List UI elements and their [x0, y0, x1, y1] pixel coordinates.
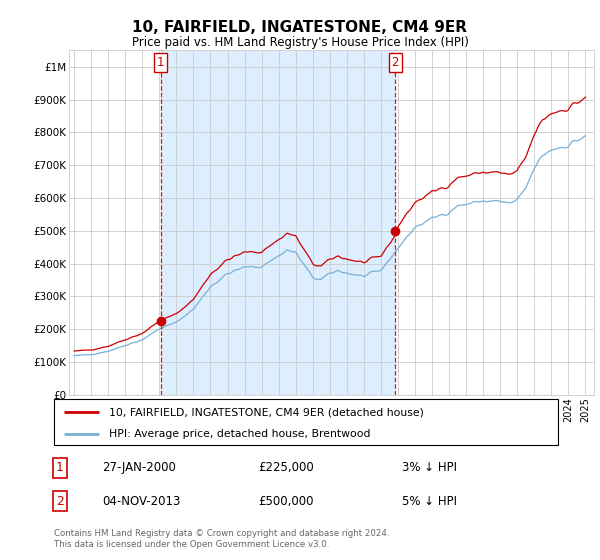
Text: 10, FAIRFIELD, INGATESTONE, CM4 9ER (detached house): 10, FAIRFIELD, INGATESTONE, CM4 9ER (det…: [109, 407, 424, 417]
Bar: [161, 50, 395, 395]
Text: 10, FAIRFIELD, INGATESTONE, CM4 9ER: 10, FAIRFIELD, INGATESTONE, CM4 9ER: [133, 20, 467, 35]
Text: 04-NOV-2013: 04-NOV-2013: [102, 494, 181, 508]
FancyBboxPatch shape: [54, 399, 558, 445]
Text: £225,000: £225,000: [258, 461, 314, 474]
Text: 1: 1: [157, 55, 164, 68]
Text: 5% ↓ HPI: 5% ↓ HPI: [402, 494, 457, 508]
Text: Contains HM Land Registry data © Crown copyright and database right 2024.
This d: Contains HM Land Registry data © Crown c…: [54, 529, 389, 549]
Text: 27-JAN-2000: 27-JAN-2000: [102, 461, 176, 474]
Text: 3% ↓ HPI: 3% ↓ HPI: [402, 461, 457, 474]
Text: 2: 2: [56, 494, 64, 508]
Text: £500,000: £500,000: [258, 494, 314, 508]
Text: 1: 1: [56, 461, 64, 474]
Text: Price paid vs. HM Land Registry's House Price Index (HPI): Price paid vs. HM Land Registry's House …: [131, 36, 469, 49]
Text: HPI: Average price, detached house, Brentwood: HPI: Average price, detached house, Bren…: [109, 429, 371, 438]
Text: 2: 2: [391, 55, 399, 68]
